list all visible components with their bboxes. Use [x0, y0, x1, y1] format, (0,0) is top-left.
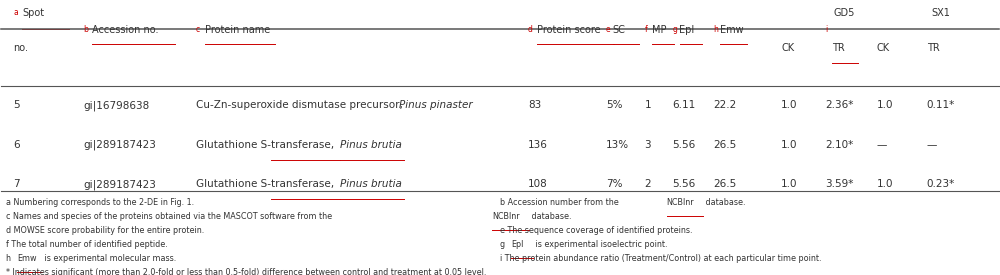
- Text: gi|289187423: gi|289187423: [83, 140, 156, 150]
- Text: 6.11: 6.11: [673, 100, 696, 110]
- Text: EpI: EpI: [511, 240, 523, 249]
- Text: 26.5: 26.5: [713, 140, 737, 150]
- Text: —: —: [927, 140, 937, 150]
- Text: 22.2: 22.2: [713, 100, 737, 110]
- Text: gi|289187423: gi|289187423: [83, 179, 156, 190]
- Text: h: h: [713, 25, 718, 34]
- Text: 1.0: 1.0: [781, 140, 798, 150]
- Text: f: f: [645, 25, 647, 34]
- Text: c: c: [196, 25, 200, 34]
- Text: i The protein abundance ratio (Treatment/Control) at each particular time point.: i The protein abundance ratio (Treatment…: [500, 254, 822, 263]
- Text: 3.59*: 3.59*: [825, 179, 853, 189]
- Text: SC: SC: [613, 25, 626, 35]
- Text: 2: 2: [645, 179, 651, 189]
- Text: 7%: 7%: [606, 179, 622, 189]
- Text: Protein score: Protein score: [537, 25, 601, 35]
- Text: EpI: EpI: [680, 25, 695, 35]
- Text: gi|16798638: gi|16798638: [83, 100, 149, 111]
- Text: * Indicates significant (more than 2.0-fold or less than 0.5-fold) difference be: * Indicates significant (more than 2.0-f…: [6, 268, 487, 275]
- Text: 3: 3: [645, 140, 651, 150]
- Text: database.: database.: [529, 212, 571, 221]
- Text: no.: no.: [13, 43, 28, 53]
- Text: g: g: [500, 240, 508, 249]
- Text: Emw: Emw: [720, 25, 744, 35]
- Text: d: d: [528, 25, 533, 34]
- Text: CK: CK: [781, 43, 794, 53]
- Text: 83: 83: [528, 100, 541, 110]
- Text: 7: 7: [13, 179, 20, 189]
- Text: a Numbering corresponds to the 2-DE in Fig. 1.: a Numbering corresponds to the 2-DE in F…: [6, 198, 194, 207]
- Text: a: a: [13, 8, 18, 17]
- Text: d MOWSE score probability for the entire protein.: d MOWSE score probability for the entire…: [6, 226, 205, 235]
- Text: i: i: [825, 25, 827, 34]
- Text: GD5: GD5: [833, 8, 855, 18]
- Text: CK: CK: [877, 43, 890, 53]
- Text: 1.0: 1.0: [877, 179, 893, 189]
- Text: 5.56: 5.56: [673, 140, 696, 150]
- Text: Glutathione S-transferase,: Glutathione S-transferase,: [196, 140, 337, 150]
- Text: database.: database.: [703, 198, 746, 207]
- Text: 1.0: 1.0: [781, 179, 798, 189]
- Text: is experimental isoelectric point.: is experimental isoelectric point.: [533, 240, 667, 249]
- Text: c Names and species of the proteins obtained via the MASCOT software from the: c Names and species of the proteins obta…: [6, 212, 335, 221]
- Text: Accession no.: Accession no.: [92, 25, 159, 35]
- Text: 5: 5: [13, 100, 20, 110]
- Text: h: h: [6, 254, 14, 263]
- Text: 2.36*: 2.36*: [825, 100, 853, 110]
- Text: 13%: 13%: [606, 140, 629, 150]
- Text: TR: TR: [832, 43, 845, 53]
- Text: 26.5: 26.5: [713, 179, 737, 189]
- Text: Cu-Zn-superoxide dismutase precursor,: Cu-Zn-superoxide dismutase precursor,: [196, 100, 406, 110]
- Text: 1.0: 1.0: [781, 100, 798, 110]
- Text: Protein name: Protein name: [205, 25, 270, 35]
- Text: 6: 6: [13, 140, 20, 150]
- Text: 0.11*: 0.11*: [927, 100, 955, 110]
- Text: Pinus pinaster: Pinus pinaster: [399, 100, 472, 110]
- Text: TR: TR: [927, 43, 940, 53]
- Text: 1.0: 1.0: [877, 100, 893, 110]
- Text: is experimental molecular mass.: is experimental molecular mass.: [42, 254, 177, 263]
- Text: Emw: Emw: [17, 254, 37, 263]
- Text: NCBInr: NCBInr: [667, 198, 694, 207]
- Text: f The total number of identified peptide.: f The total number of identified peptide…: [6, 240, 168, 249]
- Text: 0.23*: 0.23*: [927, 179, 955, 189]
- Text: e: e: [606, 25, 610, 34]
- Text: 5%: 5%: [606, 100, 622, 110]
- Text: b: b: [83, 25, 88, 34]
- Text: 108: 108: [528, 179, 548, 189]
- Text: NCBInr: NCBInr: [492, 212, 520, 221]
- Text: 5.56: 5.56: [673, 179, 696, 189]
- Text: e The sequence coverage of identified proteins.: e The sequence coverage of identified pr…: [500, 226, 692, 235]
- Text: g: g: [673, 25, 677, 34]
- Text: b Accession number from the: b Accession number from the: [500, 198, 621, 207]
- Text: Pinus brutia: Pinus brutia: [340, 140, 402, 150]
- Text: —: —: [877, 140, 887, 150]
- Text: 2.10*: 2.10*: [825, 140, 853, 150]
- Text: Pinus brutia: Pinus brutia: [340, 179, 402, 189]
- Text: Spot: Spot: [22, 8, 44, 18]
- Text: MP: MP: [652, 25, 666, 35]
- Text: SX1: SX1: [931, 8, 950, 18]
- Text: Glutathione S-transferase,: Glutathione S-transferase,: [196, 179, 337, 189]
- Text: 136: 136: [528, 140, 548, 150]
- Text: 1: 1: [645, 100, 651, 110]
